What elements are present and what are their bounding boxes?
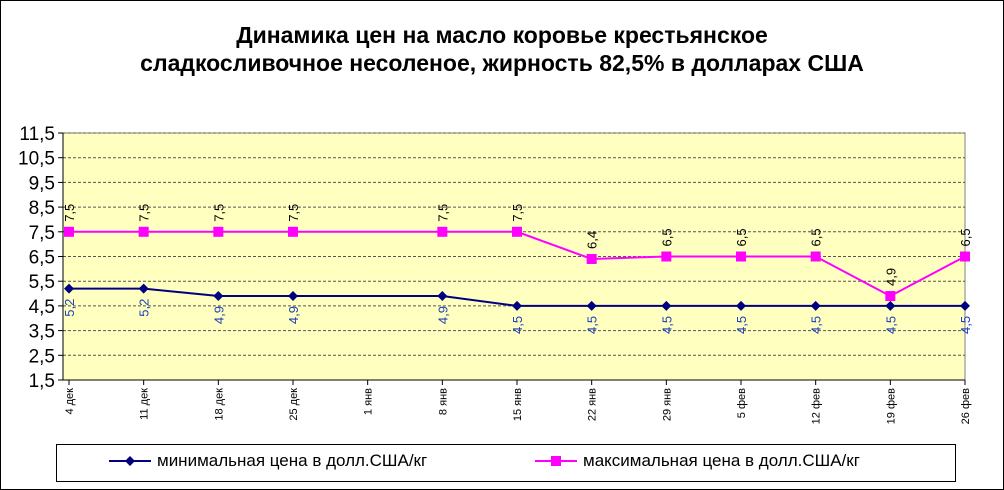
data-point-max	[661, 251, 672, 262]
legend-marker-max	[535, 456, 577, 466]
legend-marker-min	[109, 456, 151, 466]
x-tick-label: 19 фев	[885, 388, 897, 424]
chart-title-line-1: Динамика цен на масло коровье крестьянск…	[236, 22, 768, 48]
data-point-max	[885, 291, 896, 302]
x-tick-label: 12 фев	[811, 388, 823, 424]
data-label-max: 6,5	[809, 228, 824, 246]
data-label-min: 4,9	[211, 306, 226, 324]
x-tick-label: 29 янв	[661, 388, 673, 421]
y-tick-label: 10,5	[18, 149, 55, 170]
data-point-max	[736, 251, 746, 262]
legend-label-max: максимальная цена в долл.США/кг	[583, 451, 860, 470]
y-tick-label: 9,5	[29, 173, 55, 194]
data-label-max: 6,5	[659, 228, 674, 246]
x-tick-label: 8 янв	[437, 388, 449, 415]
x-tick-label: 4 дек	[64, 388, 76, 415]
x-tick-label: 5 фев	[736, 388, 748, 418]
data-label-max: 4,9	[883, 268, 898, 286]
y-tick-label: 11,5	[19, 124, 55, 145]
data-point-max	[213, 226, 224, 237]
data-label-min: 4,5	[510, 316, 525, 334]
data-label-min: 4,5	[585, 316, 600, 334]
data-point-max	[586, 253, 597, 264]
data-point-min	[885, 300, 896, 311]
data-label-max: 7,5	[510, 204, 525, 222]
y-tick-label: 3,5	[29, 322, 55, 343]
x-tick-label: 25 дек	[288, 388, 300, 421]
data-point-min	[213, 291, 224, 302]
data-label-max: 7,5	[211, 204, 226, 222]
data-point-max	[810, 251, 821, 262]
data-label-max: 6,4	[585, 231, 600, 249]
data-label-max: 6,5	[958, 228, 973, 246]
data-label-min: 4,5	[734, 316, 749, 334]
series-line-max	[69, 230, 966, 298]
data-label-min: 4,5	[883, 316, 898, 334]
data-point-min	[661, 300, 672, 311]
x-tick-label: 1 янв	[363, 388, 375, 415]
data-point-min	[586, 300, 597, 311]
data-point-max	[437, 226, 448, 237]
data-point-min	[64, 283, 74, 294]
data-label-max: 7,5	[286, 204, 301, 222]
y-tick-label: 1,5	[29, 371, 55, 392]
data-point-min	[437, 291, 448, 302]
legend-item-min: минимальная цена в долл.США/кг	[109, 451, 427, 471]
data-point-max	[512, 226, 522, 237]
data-label-min: 4,9	[286, 306, 301, 324]
y-tick-label: 7,5	[29, 223, 55, 244]
data-point-min	[288, 291, 298, 302]
data-label-max: 7,5	[435, 204, 450, 222]
data-label-min: 4,9	[435, 306, 450, 324]
data-label-min: 4,5	[809, 316, 824, 334]
x-tick-label: 15 янв	[512, 388, 524, 421]
y-tick-label: 8,5	[29, 198, 55, 219]
data-point-max	[138, 226, 149, 237]
x-tick-label: 26 фев	[960, 388, 972, 424]
data-label-min: 5,2	[137, 299, 152, 317]
chart-title-line-2: сладкосливочное несоленое, жирность 82,5…	[140, 50, 864, 76]
data-point-min	[810, 300, 821, 311]
data-label-max: 7,5	[62, 204, 77, 222]
data-label-min: 5,2	[62, 299, 77, 317]
y-tick-label: 2,5	[29, 346, 55, 367]
data-label-min: 4,5	[659, 316, 674, 334]
data-point-max	[960, 251, 970, 262]
data-label-min: 4,5	[958, 316, 973, 334]
x-tick-label: 22 янв	[587, 388, 599, 421]
legend-label-min: минимальная цена в долл.США/кг	[157, 451, 428, 470]
x-tick-label: 11 дек	[139, 388, 151, 420]
data-point-max	[288, 226, 298, 237]
series-line-min	[69, 287, 965, 307]
data-point-max	[64, 226, 74, 237]
y-tick-label: 5,5	[29, 272, 55, 293]
data-label-max: 6,5	[734, 228, 749, 246]
legend-item-max: максимальная цена в долл.США/кг	[535, 451, 860, 471]
data-point-min	[736, 300, 746, 311]
chart-legend: минимальная цена в долл.США/кг максималь…	[56, 444, 956, 482]
data-label-max: 7,5	[137, 204, 152, 222]
x-tick-label: 18 дек	[213, 388, 225, 421]
y-tick-label: 6,5	[29, 248, 55, 269]
y-tick-label: 4,5	[29, 297, 55, 318]
data-point-min	[138, 283, 149, 294]
data-point-min	[512, 300, 522, 311]
data-point-min	[960, 300, 970, 311]
